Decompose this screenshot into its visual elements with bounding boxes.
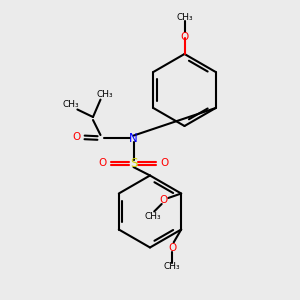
Text: O: O xyxy=(168,242,176,253)
Text: CH₃: CH₃ xyxy=(62,100,79,109)
Text: CH₃: CH₃ xyxy=(97,90,113,99)
Text: O: O xyxy=(160,158,168,169)
Text: CH₃: CH₃ xyxy=(144,212,161,220)
Text: N: N xyxy=(129,131,138,145)
Text: CH₃: CH₃ xyxy=(164,262,181,271)
Text: O: O xyxy=(73,132,81,142)
Text: O: O xyxy=(159,194,167,205)
Text: O: O xyxy=(180,32,189,43)
Text: S: S xyxy=(130,157,137,170)
Text: CH₃: CH₃ xyxy=(176,13,193,22)
Text: O: O xyxy=(99,158,107,169)
